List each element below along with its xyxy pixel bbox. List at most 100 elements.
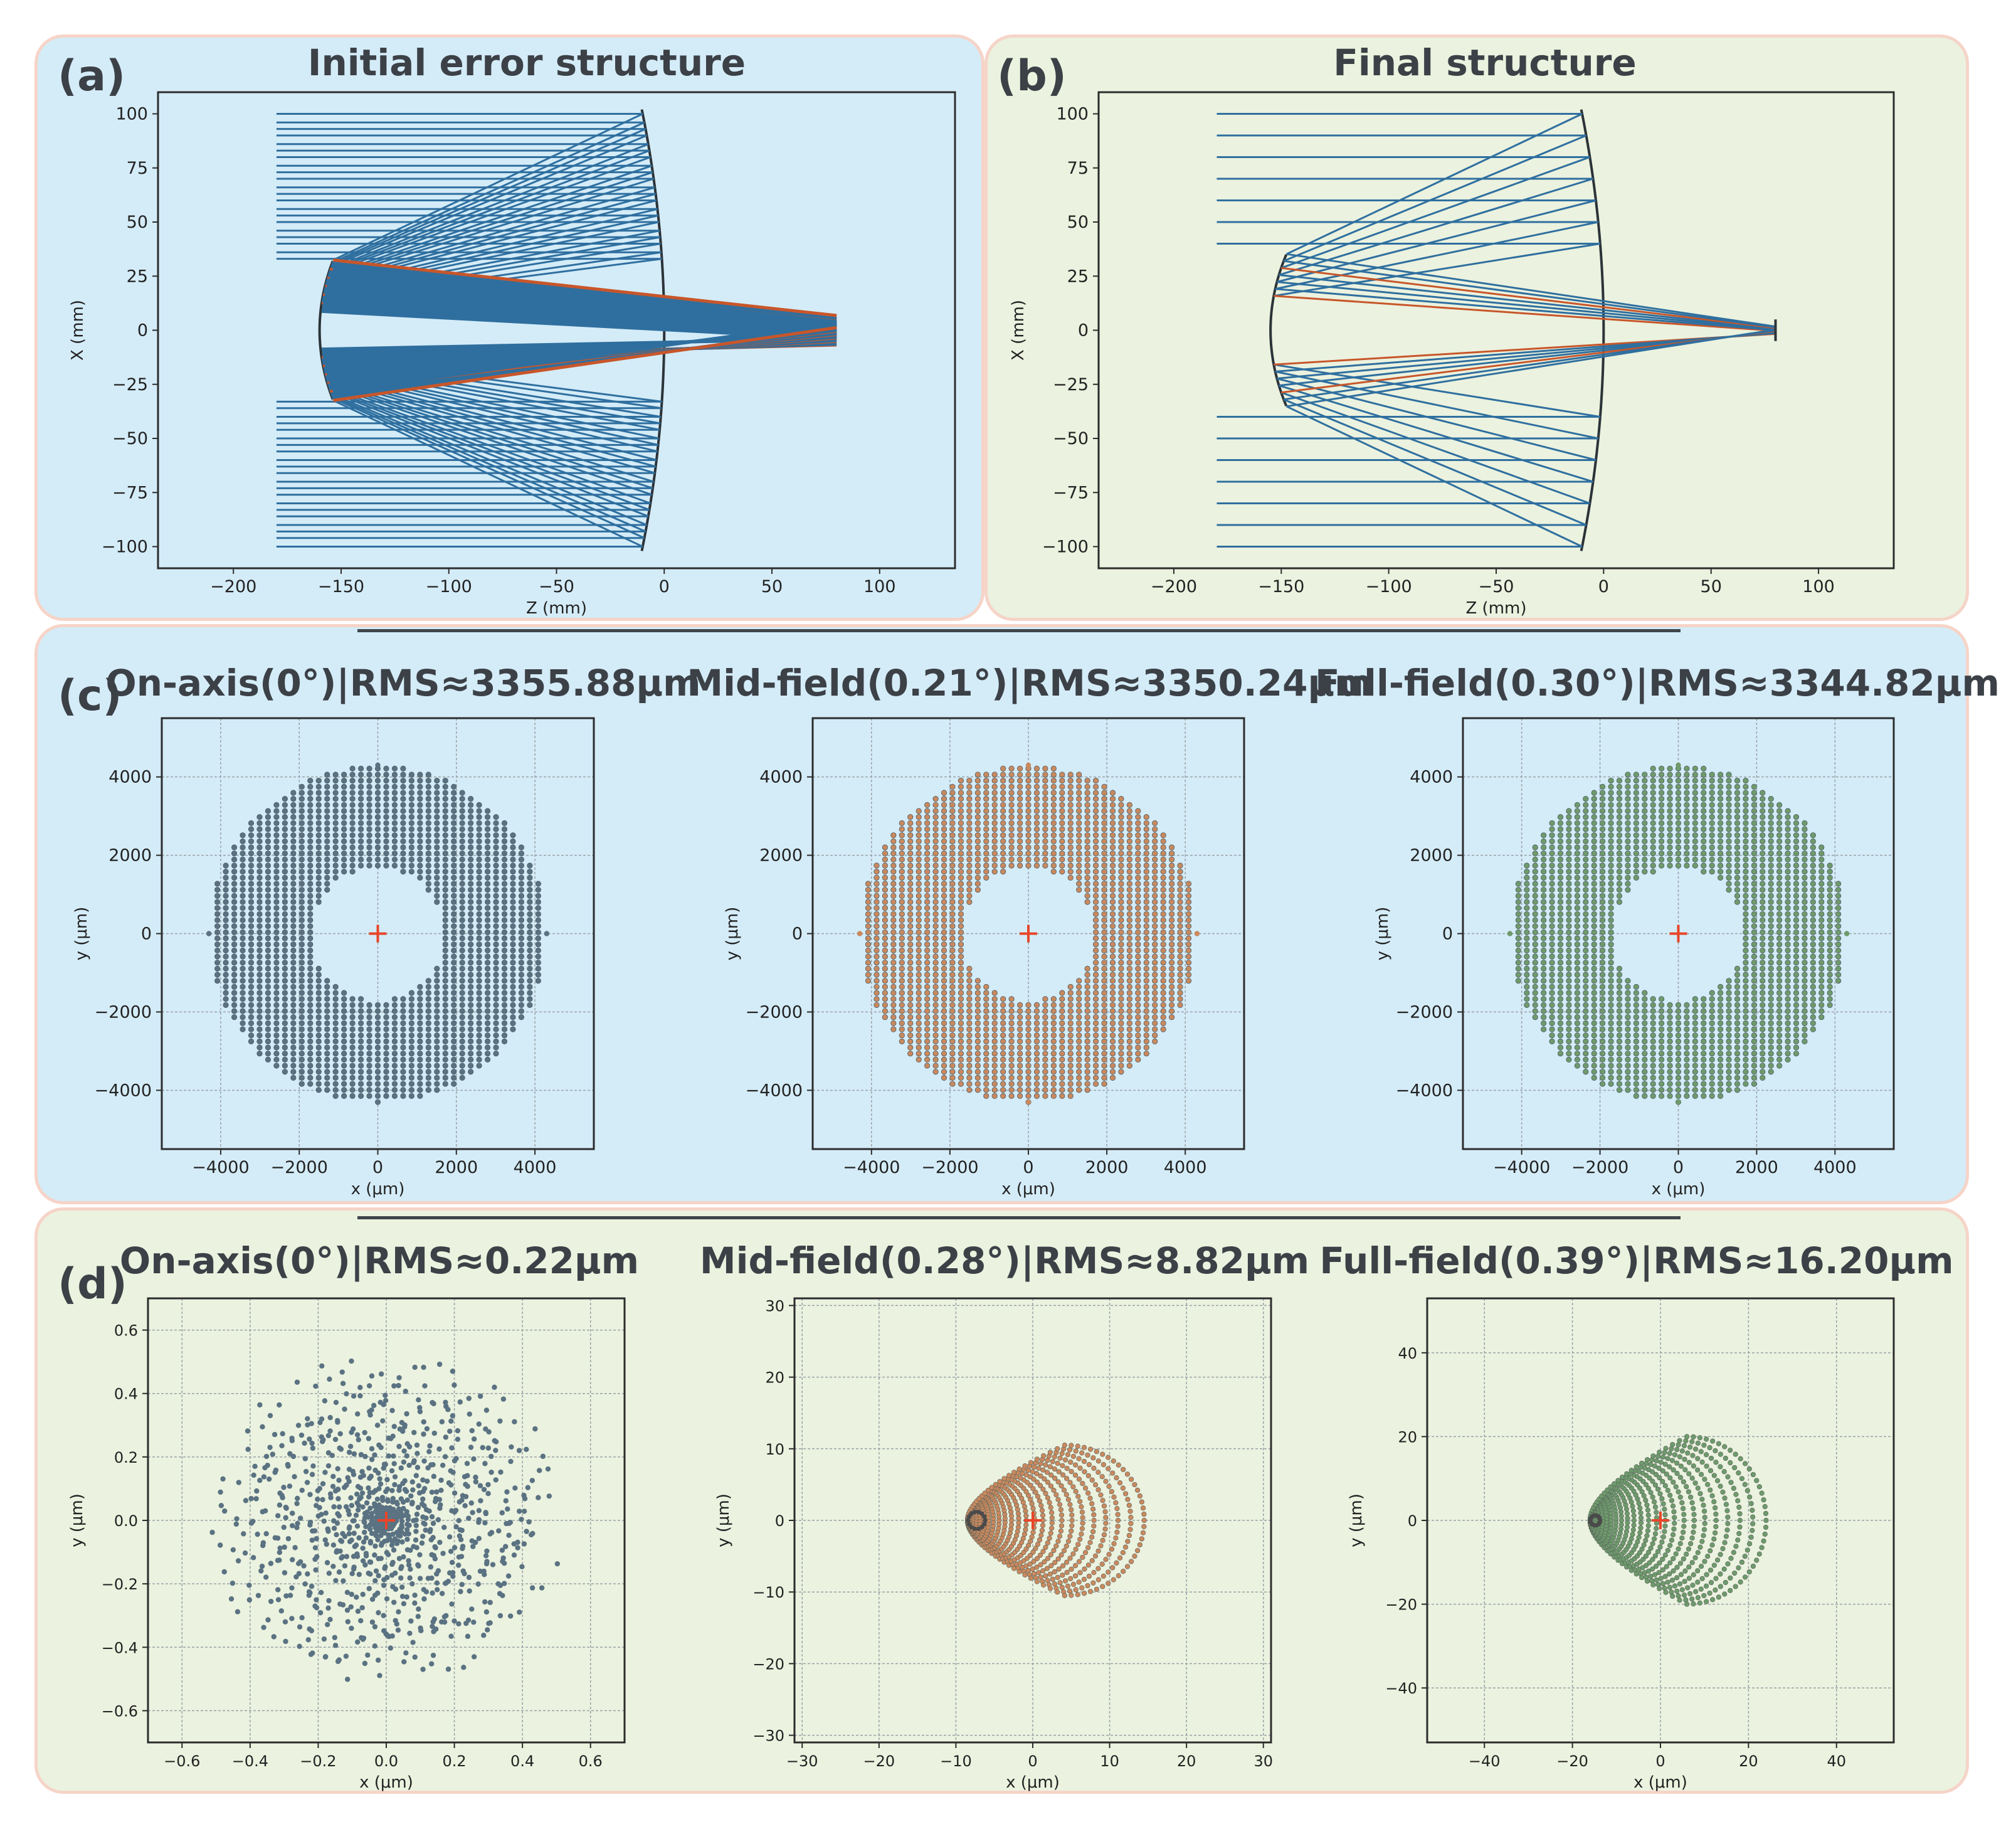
spot-point bbox=[1152, 1038, 1158, 1044]
spot-point bbox=[417, 1032, 423, 1039]
spot-point bbox=[1101, 887, 1107, 893]
spot-point bbox=[966, 1056, 973, 1063]
spot-point bbox=[1793, 972, 1800, 978]
spot-point bbox=[924, 953, 931, 960]
spot-point bbox=[1659, 1081, 1665, 1087]
spot-point bbox=[1109, 844, 1116, 851]
spot-point bbox=[1616, 790, 1623, 796]
spot-point bbox=[484, 905, 491, 911]
spot-point bbox=[949, 1056, 956, 1063]
spot-point bbox=[273, 838, 280, 844]
spot-point bbox=[1616, 893, 1623, 899]
ray-reflected bbox=[331, 128, 646, 266]
spot-point bbox=[1701, 1002, 1707, 1008]
spot-point bbox=[949, 1038, 956, 1044]
spot-point bbox=[265, 972, 272, 978]
spot-point bbox=[425, 1026, 431, 1032]
spot-point bbox=[1726, 1051, 1732, 1057]
spot-point bbox=[1169, 996, 1175, 1002]
spot-point bbox=[493, 978, 499, 984]
spot-point bbox=[248, 1014, 255, 1020]
spot-point bbox=[1827, 990, 1833, 996]
spot-point bbox=[932, 808, 939, 814]
spot-point bbox=[493, 881, 499, 887]
spot-point bbox=[1169, 862, 1175, 869]
spot-point bbox=[1025, 1002, 1032, 1008]
spot-point bbox=[383, 1087, 389, 1093]
spot-point bbox=[290, 983, 297, 990]
spot-point bbox=[290, 1014, 297, 1020]
spot-point bbox=[1135, 874, 1141, 881]
spot-point bbox=[510, 911, 516, 917]
spot-point bbox=[1827, 978, 1833, 984]
spot-point bbox=[273, 814, 280, 820]
spot-point bbox=[1524, 972, 1530, 978]
spot-point bbox=[1042, 851, 1048, 857]
spot-point bbox=[1625, 983, 1631, 990]
spot-point bbox=[1076, 1026, 1082, 1032]
spot-point bbox=[383, 808, 389, 814]
spot-point bbox=[1524, 990, 1530, 996]
x-tick-label: −4000 bbox=[192, 1158, 249, 1177]
spot-point bbox=[1092, 929, 1099, 935]
spot-point bbox=[1743, 953, 1749, 960]
spot-point bbox=[442, 1081, 448, 1087]
spot-point bbox=[1109, 990, 1116, 996]
spot-point bbox=[1768, 881, 1774, 887]
spot-point bbox=[290, 917, 297, 923]
spot-point bbox=[974, 874, 981, 881]
spot-point bbox=[476, 1002, 482, 1008]
spot-point bbox=[907, 1026, 914, 1032]
spot-point bbox=[383, 802, 389, 808]
spot-point bbox=[1583, 856, 1589, 862]
spot-point bbox=[1574, 844, 1580, 851]
spot-point bbox=[1160, 887, 1166, 893]
spot-point bbox=[1033, 765, 1040, 771]
spot-point bbox=[400, 1056, 406, 1063]
spot-point bbox=[865, 893, 872, 899]
spot-point bbox=[941, 832, 947, 839]
spot-point bbox=[865, 899, 872, 905]
spot-point bbox=[400, 996, 406, 1002]
spot-point bbox=[1616, 996, 1623, 1002]
spot-point bbox=[290, 929, 297, 935]
spot-point bbox=[366, 790, 372, 796]
spot-point bbox=[1033, 856, 1040, 862]
spot-point bbox=[476, 893, 482, 899]
spot-point bbox=[1709, 1074, 1715, 1081]
spot-point bbox=[1126, 1002, 1132, 1008]
spot-point bbox=[941, 862, 947, 869]
spot-point bbox=[1000, 1014, 1006, 1020]
spot-point bbox=[324, 1087, 330, 1093]
spot-point bbox=[1734, 826, 1741, 832]
spot-point bbox=[1109, 953, 1116, 960]
spot-point bbox=[1760, 899, 1766, 905]
spot-point bbox=[1776, 808, 1783, 814]
spot-point bbox=[1143, 1008, 1149, 1014]
spot-point bbox=[916, 838, 922, 844]
spot-point bbox=[1084, 851, 1090, 857]
spot-point bbox=[223, 923, 229, 930]
spot-point bbox=[974, 796, 981, 802]
spot-point bbox=[484, 874, 491, 881]
spot-point bbox=[1101, 796, 1107, 802]
spot-point bbox=[958, 1051, 964, 1057]
spot-point bbox=[1785, 1038, 1791, 1044]
spot-point bbox=[1109, 1074, 1116, 1081]
spot-point bbox=[282, 874, 288, 881]
spot-point bbox=[932, 1063, 939, 1069]
spot-point bbox=[374, 851, 381, 857]
spot-point bbox=[1549, 887, 1555, 893]
spot-point bbox=[1583, 972, 1589, 978]
spot-point bbox=[332, 1002, 339, 1008]
spot-point bbox=[1515, 917, 1521, 923]
spot-point bbox=[1126, 869, 1132, 875]
spot-point bbox=[1776, 911, 1783, 917]
spot-point bbox=[1033, 808, 1040, 814]
spot-point bbox=[1033, 1032, 1040, 1039]
spot-point bbox=[1760, 832, 1766, 839]
spot-point bbox=[349, 802, 356, 808]
spot-point bbox=[535, 941, 541, 948]
spot-point bbox=[223, 911, 229, 917]
spot-point bbox=[1743, 935, 1749, 941]
